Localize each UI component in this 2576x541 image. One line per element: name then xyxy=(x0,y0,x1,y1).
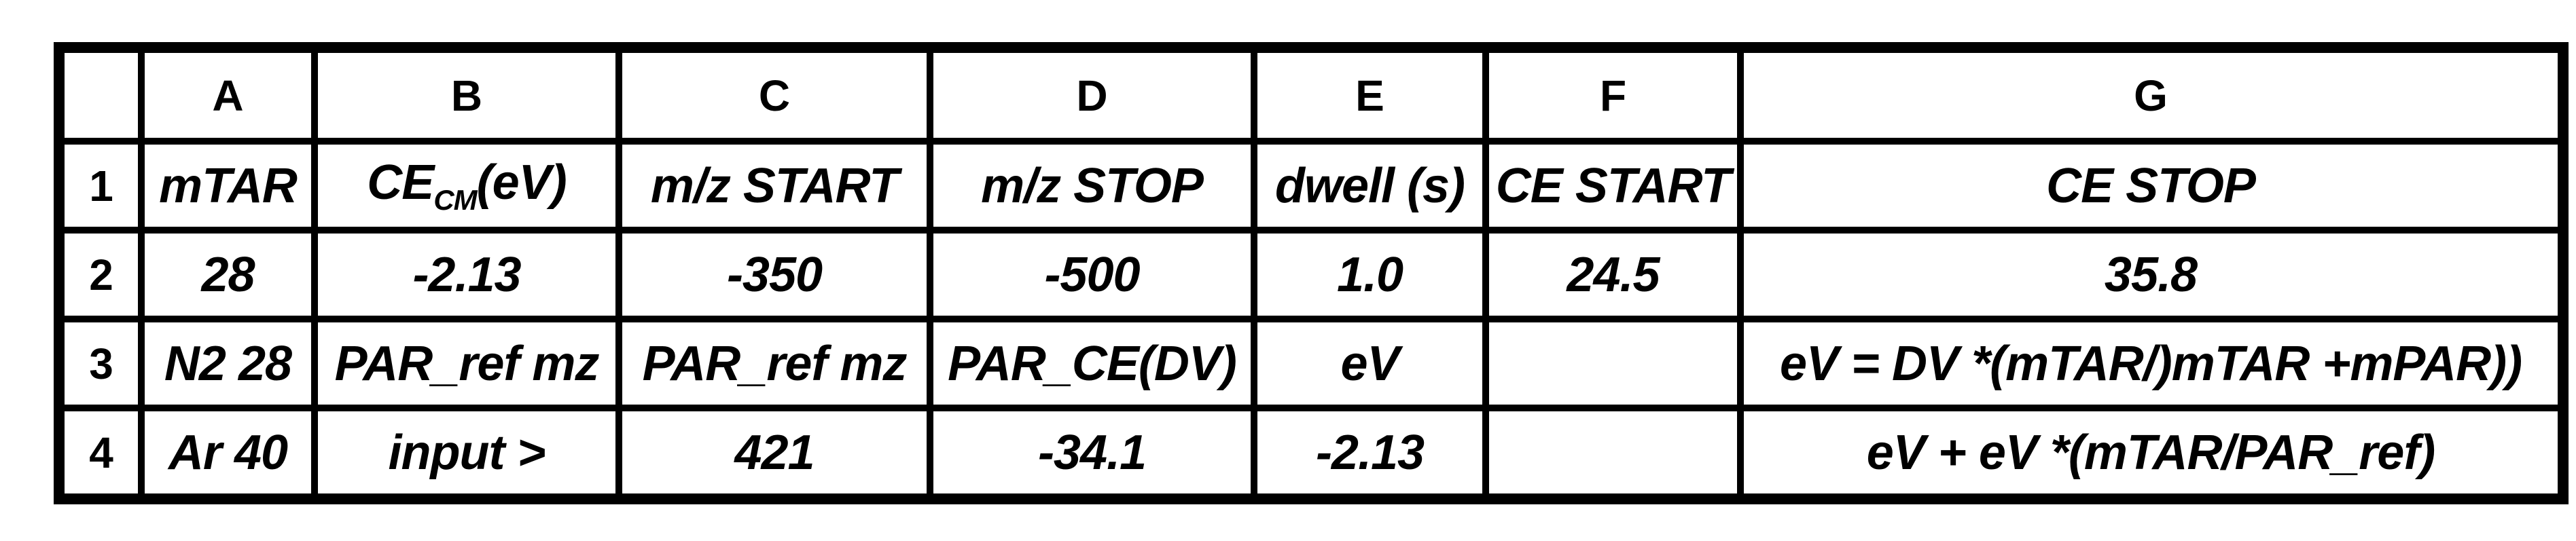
cell-B3[interactable]: PAR_ref mz xyxy=(311,316,622,411)
column-header-G[interactable]: G xyxy=(1737,44,2566,145)
cell-D3[interactable]: PAR_CE(DV) xyxy=(927,316,1257,411)
cell-F2[interactable]: 24.5 xyxy=(1482,227,1744,322)
cell-G2[interactable]: 35.8 xyxy=(1737,227,2566,322)
cell-B2[interactable]: -2.13 xyxy=(311,227,622,322)
spreadsheet-table: A B C D E F G 1 mTAR CECM(eV) m/z START … xyxy=(54,42,2569,504)
cell-D4[interactable]: -34.1 xyxy=(927,405,1257,502)
cell-C1[interactable]: m/z START xyxy=(615,138,933,234)
column-header-B[interactable]: B xyxy=(311,44,622,145)
cell-E4[interactable]: -2.13 xyxy=(1251,405,1489,502)
cell-B1[interactable]: CECM(eV) xyxy=(311,138,622,234)
cell-C2[interactable]: -350 xyxy=(615,227,933,322)
cell-D1[interactable]: m/z STOP xyxy=(927,138,1257,234)
cell-E2[interactable]: 1.0 xyxy=(1251,227,1489,322)
cell-B1-subscript: CM xyxy=(433,184,477,216)
cell-G3[interactable]: eV = DV *(mTAR/)mTAR +mPAR)) xyxy=(1737,316,2566,411)
cell-F1[interactable]: CE START xyxy=(1482,138,1744,234)
cell-A4[interactable]: Ar 40 xyxy=(138,405,318,502)
row-header-2[interactable]: 2 xyxy=(56,227,145,322)
cell-C3[interactable]: PAR_ref mz xyxy=(615,316,933,411)
cell-F3[interactable] xyxy=(1482,316,1744,411)
column-header-F[interactable]: F xyxy=(1482,44,1744,145)
column-header-A[interactable]: A xyxy=(138,44,318,145)
cell-A1[interactable]: mTAR xyxy=(138,138,318,234)
corner-cell[interactable] xyxy=(56,44,145,145)
column-header-C[interactable]: C xyxy=(615,44,933,145)
cell-G4[interactable]: eV + eV *(mTAR/PAR_ref) xyxy=(1737,405,2566,502)
cell-D2[interactable]: -500 xyxy=(927,227,1257,322)
column-header-D[interactable]: D xyxy=(927,44,1257,145)
cell-E3[interactable]: eV xyxy=(1251,316,1489,411)
cell-G1[interactable]: CE STOP xyxy=(1737,138,2566,234)
cell-A3[interactable]: N2 28 xyxy=(138,316,318,411)
column-header-E[interactable]: E xyxy=(1251,44,1489,145)
row-header-3[interactable]: 3 xyxy=(56,316,145,411)
cell-B4[interactable]: input > xyxy=(311,405,622,502)
cell-C4[interactable]: 421 xyxy=(615,405,933,502)
cell-B1-base: CE xyxy=(367,155,434,210)
cell-F4[interactable] xyxy=(1482,405,1744,502)
cell-A2[interactable]: 28 xyxy=(138,227,318,322)
cell-E1[interactable]: dwell (s) xyxy=(1251,138,1489,234)
row-header-4[interactable]: 4 xyxy=(56,405,145,502)
cell-B1-unit: (eV) xyxy=(476,155,567,210)
row-header-1[interactable]: 1 xyxy=(56,138,145,234)
